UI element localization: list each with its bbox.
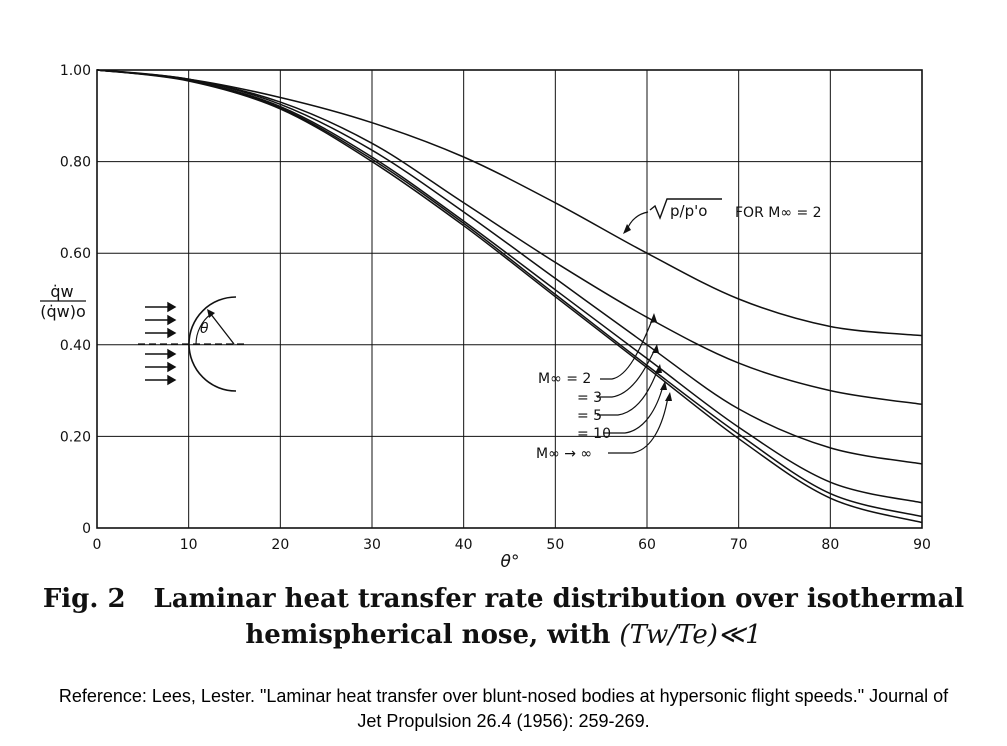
reference-line-2: Jet Propulsion 26.4 (1956): 259-269. [357,711,650,731]
reference-note: Reference: Lees, Lester. "Laminar heat t… [0,684,1007,734]
x-tick-label: 10 [180,537,198,553]
leader-mach-3 [597,348,656,398]
y-axis-label-numerator: q̇w [50,282,73,301]
y-tick-labels: 0 0.20 0.40 0.60 0.80 1.00 [60,63,91,537]
y-tick-label: 0.40 [60,338,91,354]
x-tick-label: 0 [93,537,102,553]
caption-text-2: hemispherical nose, with [245,620,620,650]
x-tick-label: 80 [821,537,839,553]
y-tick-label: 0.20 [60,429,91,445]
mach-leader-lines [597,317,669,454]
hemisphere-inset: θ [138,296,244,392]
x-tick-label: 20 [271,537,289,553]
mach-label-10: = 10 [577,426,611,442]
curve-mach-10 [96,69,923,518]
sqrt-label: p/p'o [670,202,707,220]
pressure-ratio-annotation: p/p'o FOR M∞ = 2 [623,198,822,234]
x-tick-label: 60 [638,537,656,553]
reference-line-1: Reference: Lees, Lester. "Laminar heat t… [58,686,949,706]
x-tick-labels: 0 10 20 30 40 50 60 70 80 90 [93,537,931,553]
hemisphere-nose [188,296,237,392]
x-axis-label: θ° [501,552,520,572]
leader-mach-2 [600,317,654,380]
y-tick-label: 1.00 [60,63,91,79]
caption-math: (Tw/Te)≪1 [619,620,762,650]
theta-arc [195,313,212,345]
figure-caption-line-1: Fig. 2 Laminar heat transfer rate distrib… [0,584,1007,614]
y-tick-label: 0.60 [60,246,91,262]
x-tick-label: 30 [363,537,381,553]
curve-mach-infinity [96,69,923,524]
figure-caption-line-2: hemispherical nose, with (Tw/Te)≪1 [0,620,1007,650]
y-axis-label-denominator: (q̇w)o [40,302,86,321]
mach-labels: M∞ = 2 = 3 = 5 = 10 M∞ → ∞ [536,371,611,462]
x-tick-label: 90 [913,537,931,553]
x-tick-label: 50 [546,537,564,553]
mach-label-5: = 5 [577,408,602,424]
caption-text-1: Laminar heat transfer rate distribution … [153,584,965,614]
x-tick-label: 40 [455,537,473,553]
figure-number: Fig. 2 [42,584,126,614]
plot-frame [96,69,923,529]
curve-mach-2 [96,69,923,406]
leader-mach-5 [597,368,659,416]
leader-mach-10 [604,385,664,434]
mach-label-inf: M∞ → ∞ [536,446,592,462]
y-tick-label: 0 [82,521,91,537]
flow-arrows [145,301,177,386]
chart-curves [96,69,923,524]
radius-line [209,312,235,345]
chart-grid [96,69,923,529]
y-tick-label: 0.80 [60,155,91,171]
leader-mach-inf [608,396,669,454]
curve-mach-3 [96,69,923,465]
mach-leader-arrowheads [650,313,672,401]
x-tick-label: 70 [730,537,748,553]
inset-theta-label: θ [200,321,209,337]
curve-mach-5 [96,69,923,504]
curve-pressure-ratio-mach-2 [96,69,923,337]
sqrt-symbol [649,198,722,220]
sqrt-leader-arrowhead [623,224,631,234]
mach-label-3: = 3 [577,390,602,406]
mach-label-2: M∞ = 2 [538,371,591,387]
for-mach-label: FOR M∞ = 2 [735,205,822,221]
